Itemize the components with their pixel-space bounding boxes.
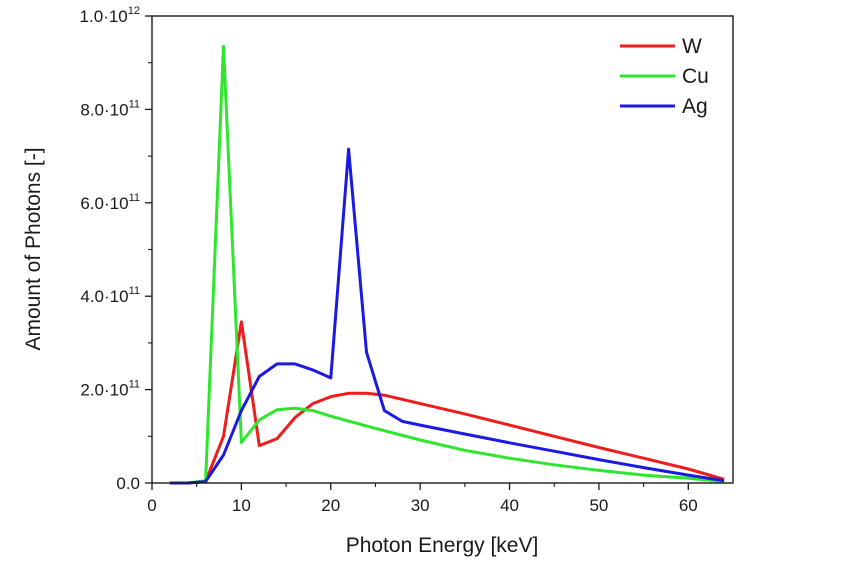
x-tick-label: 0 — [147, 496, 156, 515]
y-tick-label: 0.0 — [116, 474, 140, 493]
series-line-w — [169, 320, 725, 485]
x-tick-label: 60 — [679, 496, 698, 515]
y-tick-label: 8.0·1011 — [80, 98, 140, 119]
series-layer — [169, 44, 725, 485]
legend-label-cu: Cu — [682, 65, 709, 88]
x-tick-label: 30 — [411, 496, 430, 515]
axes: 0 10 20 30 40 50 60 0.0 2.0·1011 4.0·1011 6.0·1011… — [80, 5, 734, 515]
legend-label-w: W — [682, 35, 702, 58]
y-tick-label: 6.0·1011 — [80, 192, 140, 213]
legend-label-ag: Ag — [682, 95, 708, 118]
x-tick-label: 20 — [321, 496, 340, 515]
x-axis-title: Photon Energy [keV] — [346, 534, 539, 557]
y-tick-label: 4.0·1011 — [80, 285, 140, 306]
series-line-ag — [169, 147, 725, 485]
x-tick-label: 10 — [232, 496, 251, 515]
y-tick-label: 2.0·1011 — [80, 379, 140, 400]
series-line-cu — [169, 44, 725, 485]
y-tick-label: 1.0·1012 — [80, 5, 140, 26]
x-tick-label: 40 — [500, 496, 519, 515]
x-tick-label: 50 — [589, 496, 608, 515]
y-axis-title: Amount of Photons [-] — [22, 147, 45, 350]
legend: W Cu Ag — [620, 35, 709, 118]
